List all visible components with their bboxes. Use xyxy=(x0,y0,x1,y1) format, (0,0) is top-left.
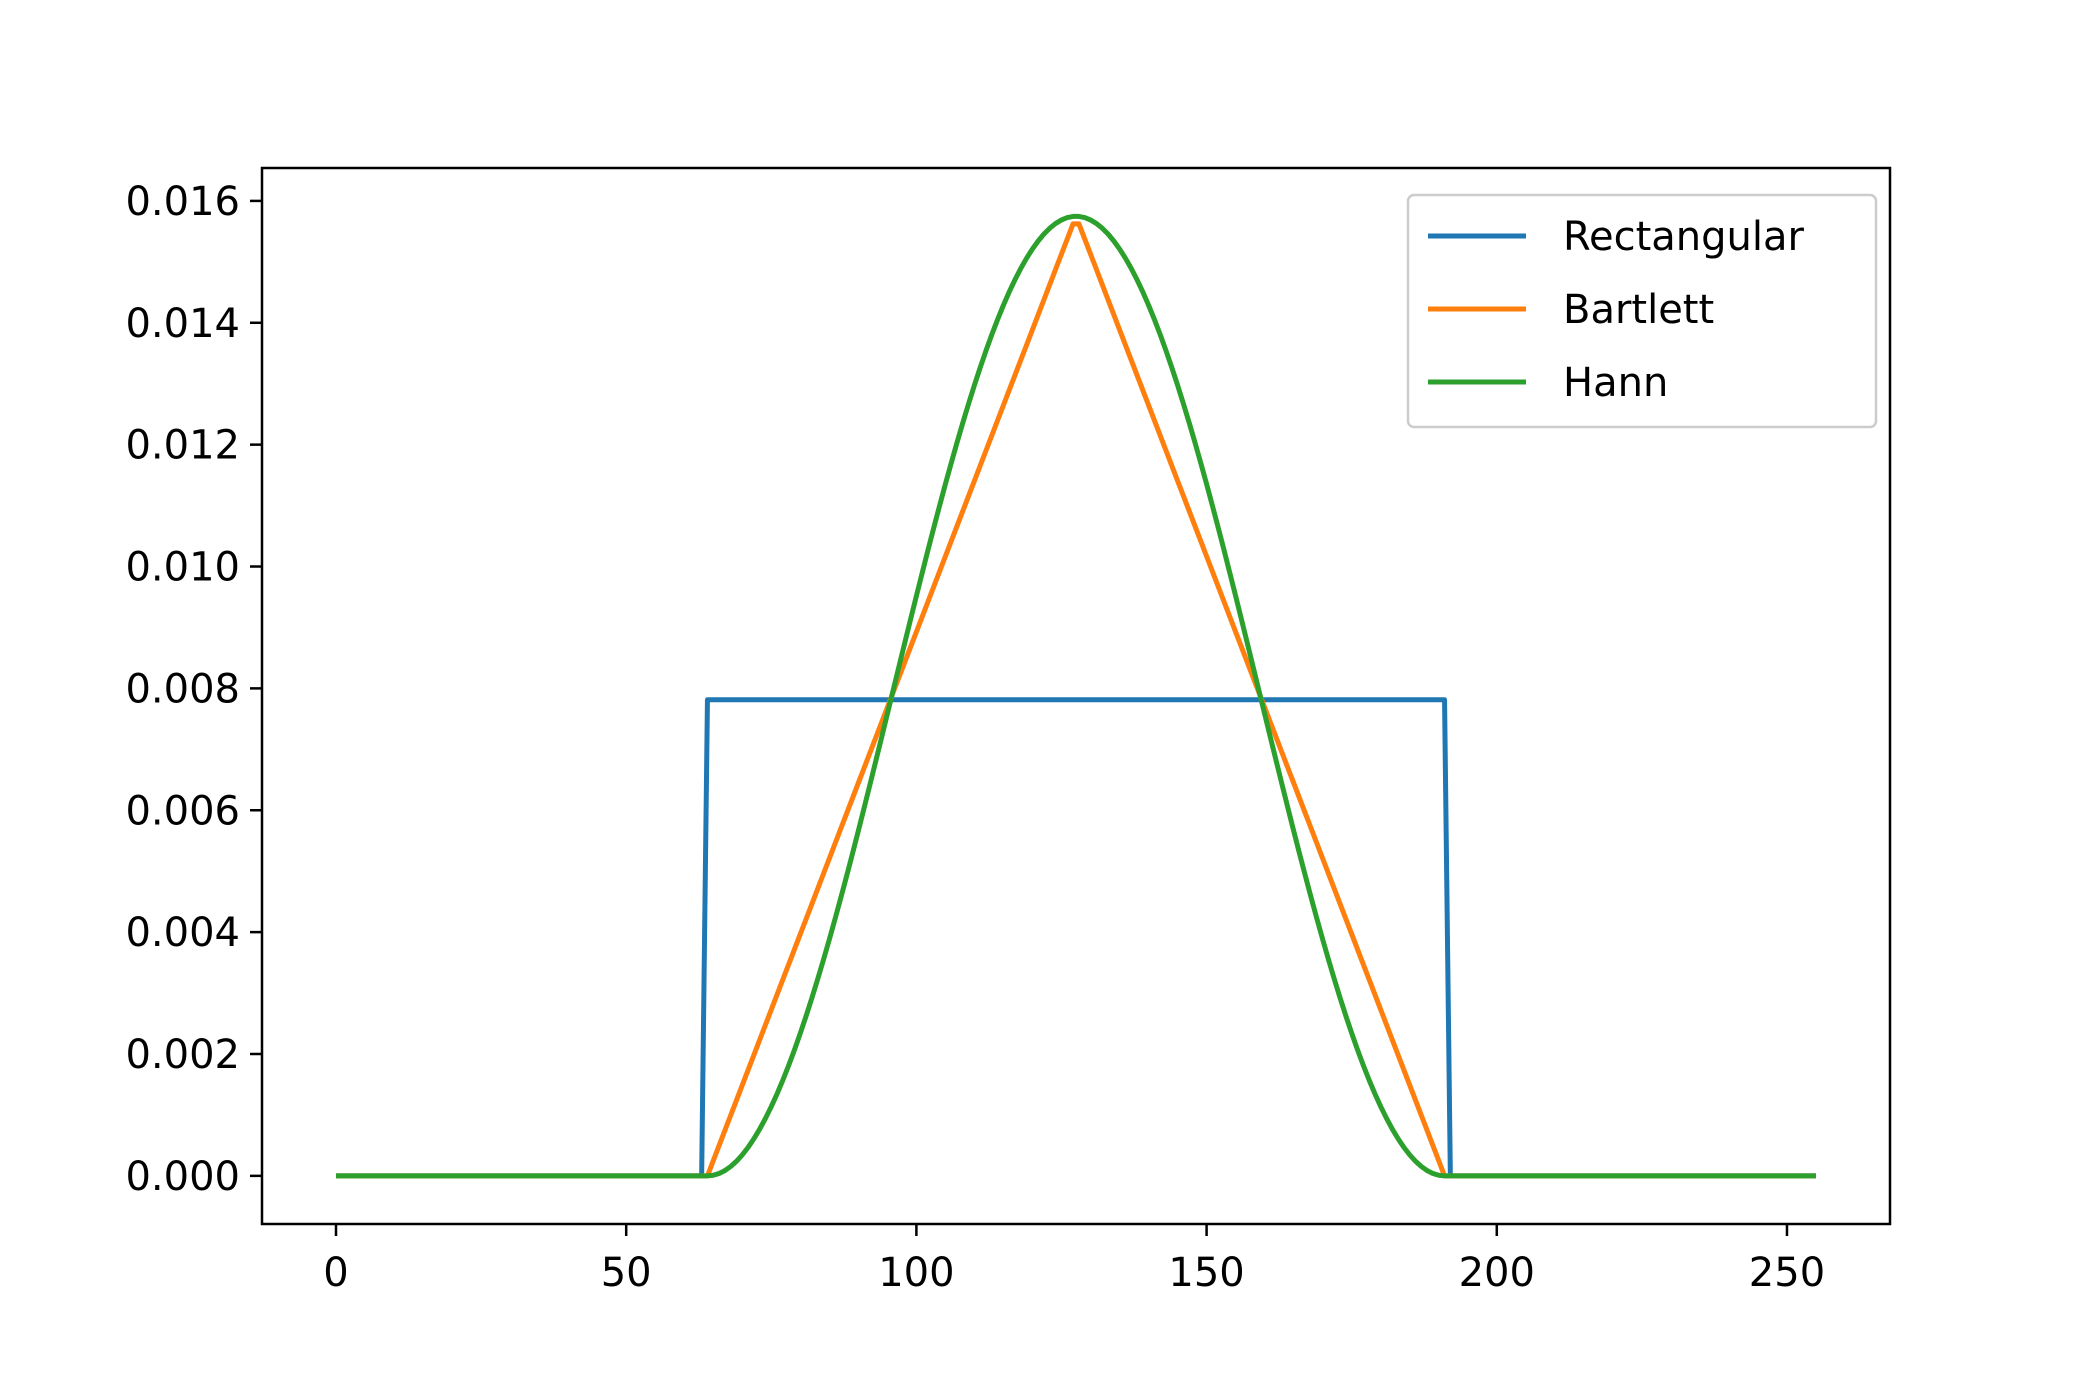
x-tick-label: 100 xyxy=(878,1250,954,1296)
series-line-hann xyxy=(336,213,1816,1179)
y-tick-label: 0.000 xyxy=(125,1154,240,1200)
x-axis: 0 50 100 150 200 250 xyxy=(323,1224,1825,1296)
x-tick-label: 150 xyxy=(1168,1250,1244,1296)
y-tick-label: 0.012 xyxy=(125,423,240,469)
x-tick-label: 0 xyxy=(323,1250,348,1296)
legend-label-hann: Hann xyxy=(1563,360,1668,406)
x-tick-label: 200 xyxy=(1459,1250,1535,1296)
series-layer xyxy=(336,213,1816,1179)
y-tick-label: 0.006 xyxy=(125,788,240,834)
y-tick-label: 0.016 xyxy=(125,179,240,225)
y-tick-label: 0.008 xyxy=(125,666,240,712)
plot-frame xyxy=(260,166,1892,1226)
x-tick-label: 50 xyxy=(601,1250,652,1296)
y-tick-label: 0.014 xyxy=(125,301,240,347)
legend: Rectangular Bartlett Hann xyxy=(1406,193,1878,429)
y-tick-label: 0.004 xyxy=(125,910,240,956)
y-tick-label: 0.010 xyxy=(125,545,240,591)
y-axis: 0.000 0.002 0.004 0.006 0.008 0.010 0.012 0.014… xyxy=(125,179,262,1200)
legend-label-bartlett: Bartlett xyxy=(1563,287,1714,333)
legend-label-rectangular: Rectangular xyxy=(1563,214,1805,260)
x-tick-label: 250 xyxy=(1749,1250,1825,1296)
y-tick-label: 0.002 xyxy=(125,1032,240,1078)
legend-box xyxy=(1406,193,1878,429)
